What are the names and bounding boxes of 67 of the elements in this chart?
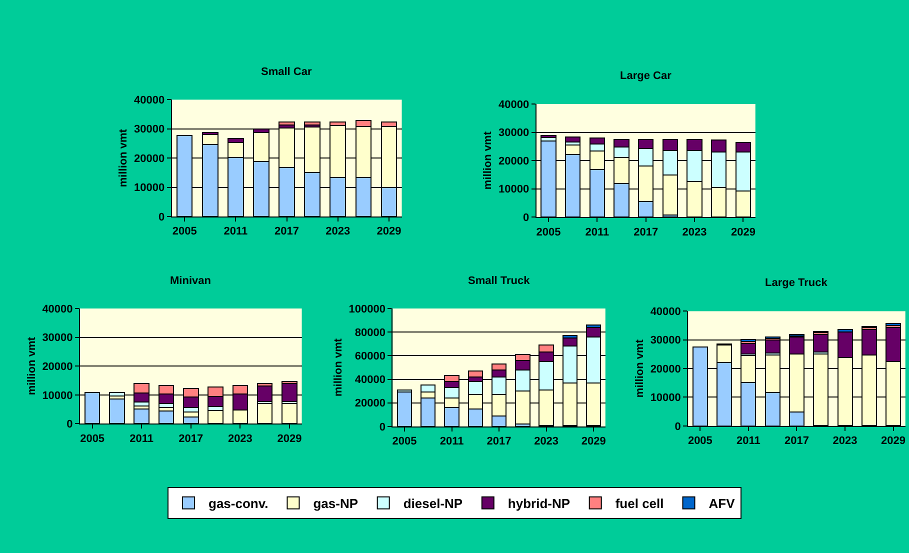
x-tick-label: 2029	[730, 226, 756, 238]
y-tick-label: 30000	[650, 334, 681, 347]
x-tick-label: 2005	[80, 432, 105, 445]
y-tick-label: 10000	[650, 392, 681, 404]
legend-label: AFV	[708, 496, 736, 511]
y-tick-label: 80000	[354, 326, 386, 339]
y-tick-label: 10000	[498, 184, 530, 196]
chart-title: Minivan	[170, 275, 212, 287]
y-tick-label: 20000	[498, 155, 530, 168]
x-tick-label: 2023	[534, 436, 559, 448]
y-axis-title: million vmt	[332, 338, 344, 396]
x-tick-label: 2017	[274, 226, 300, 238]
x-tick-label: 2005	[392, 436, 417, 448]
y-axis-title: million vmt	[634, 339, 646, 398]
y-tick-label: 10000	[42, 390, 73, 402]
y-tick-label: 0	[674, 420, 681, 433]
x-tick-label: 2029	[277, 432, 302, 445]
y-tick-label: 100000	[348, 303, 386, 316]
x-tick-label: 2005	[688, 435, 712, 448]
x-tick-label: 2011	[585, 226, 610, 238]
y-tick-label: 10000	[134, 182, 165, 194]
x-tick-label: 2023	[228, 432, 252, 445]
x-tick-label: 2005	[536, 226, 561, 238]
x-tick-label: 2011	[130, 432, 154, 445]
y-tick-label: 30000	[134, 124, 165, 136]
x-tick-label: 2011	[440, 436, 464, 448]
legend-label: gas-NP	[313, 496, 358, 511]
y-tick-label: 20000	[650, 363, 681, 376]
y-tick-label: 20000	[42, 360, 73, 373]
chart-title: Small Truck	[468, 275, 531, 287]
y-axis-title: million vmt	[26, 336, 38, 396]
chart-title: Large Truck	[765, 277, 828, 289]
y-tick-label: 20000	[354, 398, 386, 410]
x-tick-label: 2005	[172, 226, 197, 238]
chart-title: Large Car	[620, 70, 672, 82]
chart-title: Small Car	[261, 66, 312, 78]
y-tick-label: 40000	[650, 306, 681, 318]
x-tick-label: 2029	[581, 436, 606, 448]
x-tick-label: 2017	[486, 436, 512, 448]
x-tick-label: 2029	[376, 226, 402, 238]
x-tick-label: 2011	[736, 435, 760, 448]
y-tick-label: 0	[379, 421, 386, 434]
y-axis-title: million vmt	[482, 131, 494, 190]
y-tick-label: 60000	[354, 350, 386, 363]
legend-label: hybrid-NP	[508, 496, 570, 511]
y-tick-label: 40000	[134, 94, 165, 107]
x-tick-label: 2017	[784, 435, 809, 448]
x-tick-label: 2029	[881, 435, 906, 448]
legend-label: fuel cell	[615, 496, 664, 511]
y-tick-label: 0	[522, 212, 530, 224]
x-tick-label: 2023	[682, 226, 707, 238]
x-tick-label: 2017	[634, 226, 658, 238]
legend-label: gas-conv.	[208, 496, 268, 511]
y-axis-title: million vmt	[118, 128, 130, 188]
y-tick-label: 40000	[42, 303, 73, 316]
y-tick-label: 40000	[498, 98, 530, 111]
x-tick-label: 2017	[178, 432, 204, 445]
y-tick-label: 0	[158, 211, 165, 224]
x-tick-label: 2011	[224, 226, 248, 238]
legend-label: diesel-NP	[403, 496, 463, 511]
y-tick-label: 40000	[354, 374, 386, 386]
x-tick-label: 2023	[326, 226, 350, 238]
y-tick-label: 30000	[498, 127, 530, 140]
y-tick-label: 0	[66, 418, 73, 431]
y-tick-label: 20000	[134, 152, 165, 165]
y-tick-label: 30000	[42, 332, 73, 344]
x-tick-label: 2023	[832, 435, 858, 448]
